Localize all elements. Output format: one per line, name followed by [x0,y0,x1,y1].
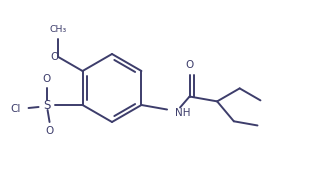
Text: NH: NH [175,108,191,118]
Text: O: O [50,52,58,62]
Text: CH₃: CH₃ [50,25,67,34]
Text: S: S [43,99,50,111]
Text: O: O [42,74,51,84]
Text: O: O [185,60,194,70]
Text: O: O [46,126,54,136]
Text: Cl: Cl [10,104,21,114]
